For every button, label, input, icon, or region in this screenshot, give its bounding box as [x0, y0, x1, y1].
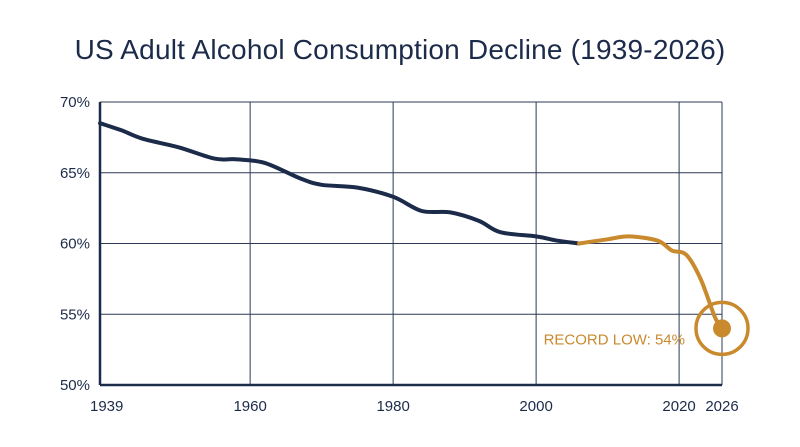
- y-tick-label: 70%: [60, 94, 90, 111]
- x-tick-label: 1980: [376, 398, 409, 415]
- y-tick-label: 55%: [60, 306, 90, 323]
- record-low-ring: [694, 300, 750, 357]
- y-tick-label: 50%: [60, 377, 90, 394]
- series-layer: [98, 121, 724, 331]
- record-low-point: [713, 319, 731, 338]
- tick-labels: 50% 55% 60% 65% 70% 1939 1960 1980 2000 2020 2026: [60, 94, 739, 415]
- chart-title: US Adult Alcohol Consumption Decline (19…: [74, 34, 726, 65]
- annotation-layer: RECORD LOW: 54%: [544, 300, 750, 357]
- record-low-label: RECORD LOW: 54%: [544, 331, 685, 348]
- series-line-recent: [577, 234, 724, 331]
- y-tick-label: 60%: [60, 236, 90, 253]
- x-tick-label: 2020: [662, 398, 695, 415]
- series-line-historical: [98, 121, 581, 246]
- x-tick-label: 1939: [90, 398, 123, 415]
- x-tick-label: 2000: [519, 398, 552, 415]
- x-tick-label: 1960: [233, 398, 266, 415]
- y-tick-label: 65%: [60, 165, 90, 182]
- axes: [98, 102, 722, 387]
- grid: [99, 101, 723, 386]
- x-tick-label: 2026: [705, 398, 738, 415]
